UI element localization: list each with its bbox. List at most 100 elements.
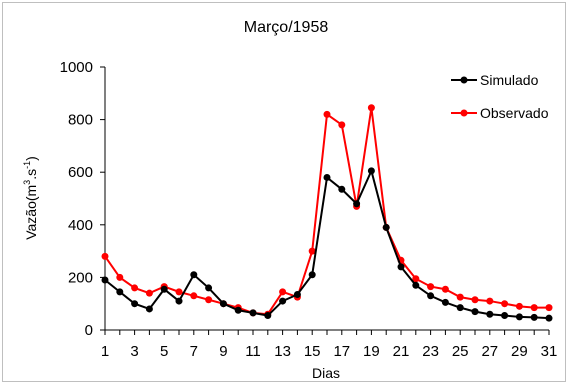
data-point-simulado <box>412 281 420 289</box>
series-line-observado <box>104 107 549 316</box>
data-point-simulado <box>101 276 109 284</box>
data-point-observado <box>545 304 553 312</box>
data-point-observado <box>412 275 420 283</box>
data-point-observado <box>338 121 346 129</box>
data-point-observado <box>308 247 316 255</box>
data-point-observado <box>471 296 479 304</box>
x-tick-labels: 1 3 5 7 9 11 13 15 17 19 21 23 25 27 29 31 <box>101 343 558 360</box>
data-point-observado <box>486 297 494 305</box>
data-point-simulado <box>323 173 331 181</box>
data-point-simulado <box>338 185 346 193</box>
data-point-observado <box>441 285 449 293</box>
x-tick-label: 19 <box>363 343 380 360</box>
chart-title: Março/1958 <box>244 19 329 36</box>
y-tick-label: 400 <box>68 217 93 234</box>
data-point-observado <box>131 284 139 292</box>
data-point-observado <box>190 292 198 300</box>
x-tick-label: 27 <box>481 343 498 360</box>
y-tick-label: 200 <box>68 269 93 286</box>
data-point-observado <box>367 104 375 112</box>
y-axis-label: Vazão(m3.s-1) <box>22 156 39 240</box>
x-tick-label: 5 <box>160 343 168 360</box>
x-tick-label: 3 <box>130 343 138 360</box>
data-point-simulado <box>545 314 553 322</box>
x-tick-label: 9 <box>219 343 227 360</box>
chart-axes <box>100 66 550 335</box>
data-point-simulado <box>427 292 435 300</box>
data-point-observado <box>501 300 509 308</box>
data-point-simulado <box>471 308 479 316</box>
legend-marker-observado <box>460 109 468 117</box>
x-tick-label: 1 <box>101 343 109 360</box>
x-tick-label: 21 <box>393 343 410 360</box>
data-point-observado <box>205 296 213 304</box>
data-point-simulado <box>501 312 509 320</box>
data-point-simulado <box>367 167 375 175</box>
x-tick-label: 17 <box>333 343 350 360</box>
data-point-observado <box>323 110 331 118</box>
data-point-observado <box>515 302 523 310</box>
x-tick-label: 31 <box>541 343 558 360</box>
data-point-observado <box>145 289 153 297</box>
data-point-simulado <box>279 297 287 305</box>
legend: Simulado Observado <box>451 72 549 121</box>
x-tick-label: 13 <box>274 343 291 360</box>
data-point-simulado <box>486 310 494 318</box>
y-axis-label-mid: .s <box>23 169 39 180</box>
x-tick-label: 23 <box>422 343 439 360</box>
data-point-simulado <box>205 284 213 292</box>
data-point-simulado <box>397 263 405 271</box>
data-point-simulado <box>131 300 139 308</box>
x-tick-label: 25 <box>452 343 469 360</box>
data-point-simulado <box>190 271 198 279</box>
data-point-simulado <box>456 304 464 312</box>
y-axis-label-sup2: -1 <box>22 161 32 169</box>
data-point-observado <box>101 252 109 260</box>
data-point-observado <box>279 288 287 296</box>
y-tick-label: 1000 <box>60 59 93 76</box>
data-point-simulado <box>145 305 153 313</box>
x-tick-label: 29 <box>511 343 528 360</box>
data-point-observado <box>530 304 538 312</box>
x-tick-label: 15 <box>304 343 321 360</box>
data-point-simulado <box>441 298 449 306</box>
legend-item-simulado: Simulado <box>451 72 539 88</box>
data-point-observado <box>175 288 183 296</box>
data-point-simulado <box>219 300 227 308</box>
series-group <box>101 104 553 322</box>
legend-marker-simulado <box>460 76 468 84</box>
data-point-simulado <box>116 288 124 296</box>
data-point-simulado <box>530 313 538 321</box>
series-observado <box>101 104 553 318</box>
data-point-simulado <box>234 306 242 314</box>
y-tick-label: 0 <box>85 322 93 339</box>
legend-label-simulado: Simulado <box>480 72 539 88</box>
series-simulado <box>101 167 553 322</box>
y-axis-label-sup1: 3 <box>22 180 32 185</box>
data-point-simulado <box>353 200 361 208</box>
data-point-observado <box>427 283 435 291</box>
y-axis-label-main: Vazão(m <box>23 185 39 240</box>
data-point-observado <box>116 273 124 281</box>
x-tick-label: 7 <box>190 343 198 360</box>
y-tick-label: 800 <box>68 112 93 129</box>
y-axis-label-end: ) <box>23 156 39 161</box>
y-tick-label: 600 <box>68 164 93 181</box>
legend-label-observado: Observado <box>480 105 549 121</box>
y-tick-labels: 0 200 400 600 800 1000 <box>60 59 93 339</box>
data-point-observado <box>456 293 464 301</box>
x-tick-label: 11 <box>245 343 261 360</box>
x-axis-label: Dias <box>312 365 340 381</box>
data-point-simulado <box>249 309 257 317</box>
chart-frame <box>2 2 566 382</box>
legend-item-observado: Observado <box>451 105 549 121</box>
data-point-simulado <box>515 313 523 321</box>
series-line-simulado <box>104 167 550 320</box>
data-point-simulado <box>175 297 183 305</box>
data-point-simulado <box>308 271 316 279</box>
data-point-simulado <box>160 285 168 293</box>
data-point-simulado <box>293 290 301 298</box>
data-point-simulado <box>382 223 390 231</box>
data-point-simulado <box>264 312 272 320</box>
